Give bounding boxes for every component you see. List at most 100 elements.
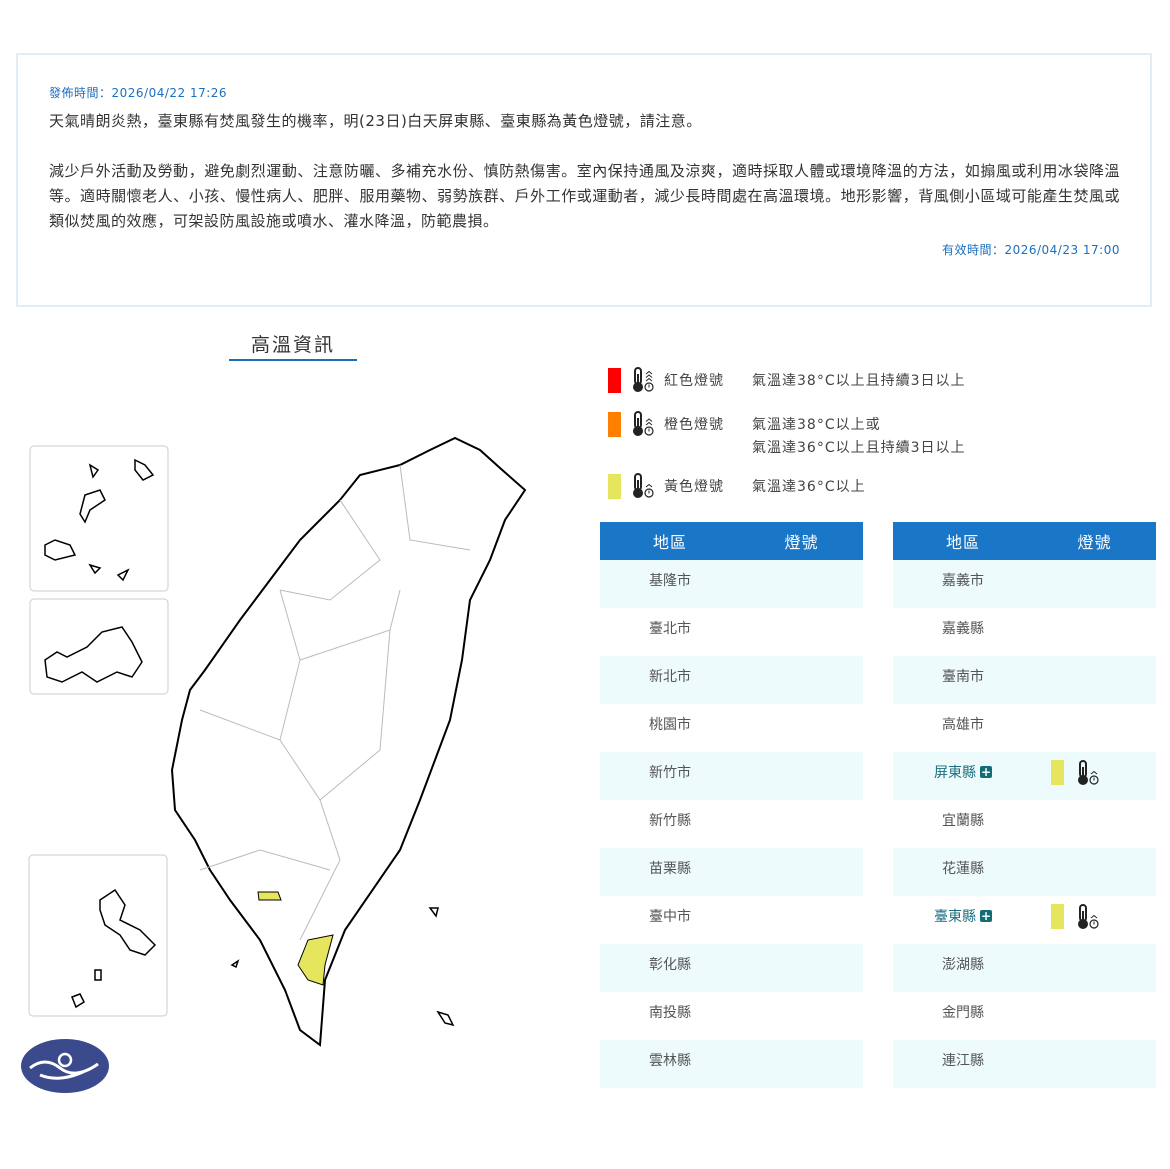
expand-plus-icon[interactable]: + <box>980 765 992 779</box>
county-borders <box>199 464 471 941</box>
signal-cell <box>740 800 863 848</box>
region-name: 嘉義市 <box>893 560 1033 608</box>
col-region: 地區 <box>600 522 740 560</box>
signal-cell <box>1033 560 1156 608</box>
table-row: 臺中市 <box>600 896 863 944</box>
region-name: 澎湖縣 <box>893 944 1033 992</box>
taiwan-main <box>170 436 527 1047</box>
yellow-area-pingtung <box>257 891 282 901</box>
yellow-area-taitung <box>297 934 334 986</box>
signal-cell <box>1033 1040 1156 1088</box>
region-name: 基隆市 <box>600 560 740 608</box>
legend-swatch <box>608 474 621 499</box>
region-name: 高雄市 <box>942 717 984 733</box>
summary-text: 天氣晴朗炎熱，臺東縣有焚風發生的機率，明(23日)白天屏東縣、臺東縣為黃色燈號，… <box>49 112 702 130</box>
signal-cell <box>1033 848 1156 896</box>
notice-box: 發佈時間：2026/04/22 17:26 天氣晴朗炎熱，臺東縣有焚風發生的機率… <box>16 53 1152 307</box>
region-link[interactable]: 臺東縣 <box>934 909 976 925</box>
thermometer-alert-icon <box>633 473 654 498</box>
table-row: 嘉義市 <box>893 560 1156 608</box>
table-row: 宜蘭縣 <box>893 800 1156 848</box>
table-row: 連江縣 <box>893 1040 1156 1088</box>
table-row: 高雄市 <box>893 704 1156 752</box>
region-link[interactable]: 屏東縣 <box>934 765 976 781</box>
signal-cell <box>1033 800 1156 848</box>
signal-cell <box>740 704 863 752</box>
signal-cell <box>1033 944 1156 992</box>
advice-text: 減少戶外活動及勞動，避免劇烈運動、注意防曬、多補充水份、慎防熱傷害。室內保持通風… <box>49 162 1120 230</box>
yellow-signal <box>1051 760 1064 785</box>
region-name: 嘉義縣 <box>942 621 984 637</box>
small-islands <box>230 907 455 1027</box>
region-name: 彰化縣 <box>600 944 740 992</box>
thermometer-alert-icon <box>633 367 654 392</box>
signal-cell <box>740 752 863 800</box>
expand-plus-icon[interactable]: + <box>980 909 992 923</box>
thermometer-alert-icon <box>1078 904 1099 929</box>
signal-cell <box>740 1040 863 1088</box>
table-row: 新北市 <box>600 656 863 704</box>
region-name: 新北市 <box>600 656 740 704</box>
table-row: 臺東縣 + <box>893 896 1156 944</box>
signal-cell <box>740 944 863 992</box>
legend-desc: 氣溫達36°C以上 <box>752 479 866 495</box>
signal-cell <box>1033 704 1156 752</box>
table-row: 桃園市 <box>600 704 863 752</box>
cwa-logo <box>21 1039 109 1093</box>
kinmen-island <box>44 626 143 683</box>
valid-time: 有效時間：2026/04/23 17:00 <box>941 243 1120 257</box>
region-name: 連江縣 <box>893 1040 1033 1088</box>
taiwan-map[interactable] <box>0 420 590 1120</box>
signal-cell <box>740 560 863 608</box>
col-region: 地區 <box>893 522 1033 560</box>
region-name: 臺中市 <box>649 909 691 925</box>
penghu-islands <box>71 888 157 1009</box>
table-row: 金門縣 <box>893 992 1156 1040</box>
inset-penghu <box>28 854 168 1017</box>
region-name: 新竹市 <box>600 752 740 800</box>
col-signal: 燈號 <box>740 522 863 560</box>
legend-item: 紅色燈號 氣溫達38°C以上且持續3日以上 <box>608 367 966 398</box>
matsu-islands <box>44 458 155 582</box>
region-name: 臺南市 <box>893 656 1033 704</box>
publish-time: 發佈時間：2026/04/22 17:26 <box>49 86 228 100</box>
signal-cell <box>1033 656 1156 704</box>
legend-swatch <box>608 368 621 393</box>
region-name: 苗栗縣 <box>600 848 740 896</box>
thermometer-alert-icon <box>633 411 654 436</box>
signal-cell <box>740 896 863 944</box>
legend: 紅色燈號 氣溫達38°C以上且持續3日以上橙色燈號 氣溫達38°C以上或 氣溫達36°… <box>608 367 966 504</box>
table-row: 屏東縣 + <box>893 752 1156 800</box>
region-name: 雲林縣 <box>600 1040 740 1088</box>
table-row: 澎湖縣 <box>893 944 1156 992</box>
region-name: 新竹縣 <box>649 813 691 829</box>
region-table-right: 地區 燈號 嘉義市嘉義縣臺南市高雄市屏東縣 + 宜蘭縣 花蓮縣臺東縣 + 澎湖縣 金門縣 連江縣 <box>893 522 1156 1088</box>
table-row: 新竹縣 <box>600 800 863 848</box>
region-name: 南投縣 <box>649 1005 691 1021</box>
table-row: 雲林縣 <box>600 1040 863 1088</box>
table-row: 新竹市 <box>600 752 863 800</box>
table-row: 南投縣 <box>600 992 863 1040</box>
legend-item: 橙色燈號 氣溫達38°C以上或 氣溫達36°C以上且持續3日以上 <box>608 411 966 460</box>
table-row: 嘉義縣 <box>893 608 1156 656</box>
legend-desc: 氣溫達38°C以上或 <box>752 417 881 433</box>
section-title: 高溫資訊 <box>229 330 357 361</box>
table-row: 彰化縣 <box>600 944 863 992</box>
signal-cell <box>740 656 863 704</box>
col-signal: 燈號 <box>1033 522 1156 560</box>
yellow-signal <box>1051 904 1064 929</box>
signal-cell <box>1033 992 1156 1040</box>
region-name: 桃園市 <box>649 717 691 733</box>
region-table-left: 地區 燈號 基隆市臺北市新北市桃園市新竹市新竹縣苗栗縣臺中市彰化縣南投縣雲林縣 <box>600 522 863 1088</box>
signal-cell <box>740 848 863 896</box>
legend-label: 紅色燈號 <box>664 373 724 389</box>
signal-cell <box>740 992 863 1040</box>
table-row: 花蓮縣 <box>893 848 1156 896</box>
table-row: 臺北市 <box>600 608 863 656</box>
legend-swatch <box>608 412 621 437</box>
table-row: 臺南市 <box>893 656 1156 704</box>
table-row: 苗栗縣 <box>600 848 863 896</box>
legend-desc: 氣溫達38°C以上且持續3日以上 <box>752 373 966 389</box>
legend-label: 橙色燈號 <box>664 417 724 433</box>
region-name: 臺北市 <box>649 621 691 637</box>
